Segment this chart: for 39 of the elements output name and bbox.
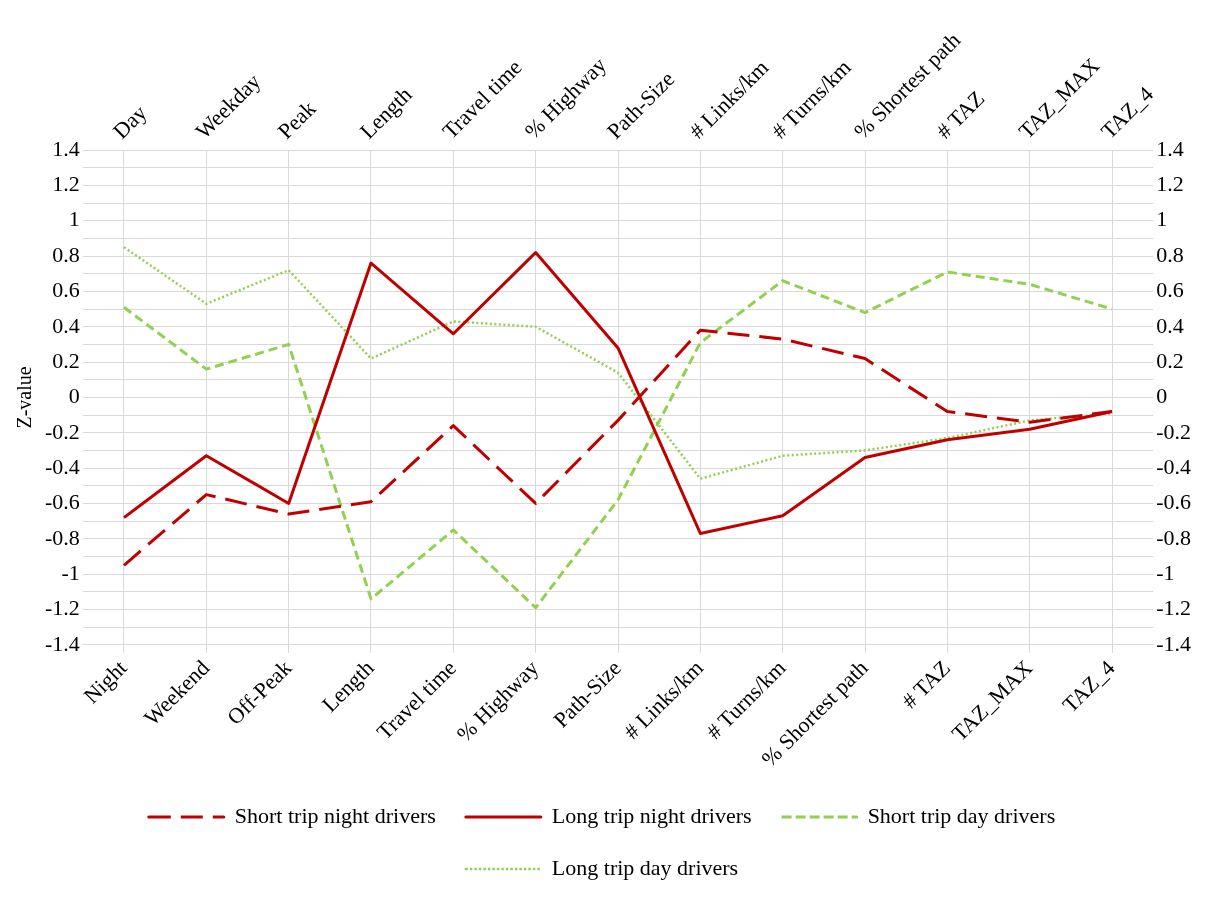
y-tick-label: -0.4 (45, 453, 80, 479)
y2-tick-label: 0.4 (1156, 312, 1184, 338)
y2-tick-label: 1 (1156, 206, 1168, 232)
text: Day (107, 100, 152, 144)
y2-tick-label: -1.2 (1156, 595, 1191, 621)
x-tick-label: # TAZ (896, 655, 955, 714)
y2-tick-label: -0.2 (1156, 418, 1191, 444)
y2-tick-label: 1.4 (1156, 135, 1184, 161)
y2-tick-label: -1.4 (1156, 630, 1191, 656)
y-tick-label: 0 (68, 383, 80, 409)
y-tick-label: 0.8 (52, 241, 80, 267)
legend-label: Long trip night drivers (551, 802, 752, 828)
y2-tick-label: 0.2 (1156, 347, 1184, 373)
y-tick-label: 0.2 (52, 347, 80, 373)
y2-tick-label: -0.6 (1156, 489, 1191, 515)
y-tick-label: 0.4 (52, 312, 80, 338)
y2-tick-label: 0.6 (1156, 277, 1184, 303)
y-tick-label: -1.4 (45, 630, 80, 656)
y-tick-label: 0.6 (52, 277, 80, 303)
y-tick-label: -0.2 (45, 418, 80, 444)
y-axis-title: Z-value (13, 366, 36, 429)
y-tick-label: 1.4 (52, 135, 80, 161)
y2-tick-label: 0 (1156, 383, 1168, 409)
y-tick-label: -1 (61, 559, 80, 585)
y-tick-label: -0.8 (45, 524, 80, 550)
text: Peak (272, 95, 321, 144)
y-tick-label: -0.6 (45, 489, 80, 515)
legend-label: Short trip day drivers (867, 802, 1056, 828)
legend-label: Long trip day drivers (551, 854, 739, 880)
y2-tick-label: -1 (1156, 559, 1175, 585)
y-tick-label: -1.2 (45, 595, 80, 621)
legend-label: Short trip night drivers (234, 802, 436, 828)
y2-tick-label: -0.8 (1156, 524, 1191, 550)
y2-tick-label: 1.2 (1156, 171, 1184, 197)
y2-tick-label: 0.8 (1156, 241, 1184, 267)
y-tick-label: 1.2 (52, 171, 80, 197)
y-tick-label: 1 (68, 206, 80, 232)
y2-tick-label: -0.4 (1156, 453, 1191, 479)
text: # TAZ (931, 85, 990, 144)
